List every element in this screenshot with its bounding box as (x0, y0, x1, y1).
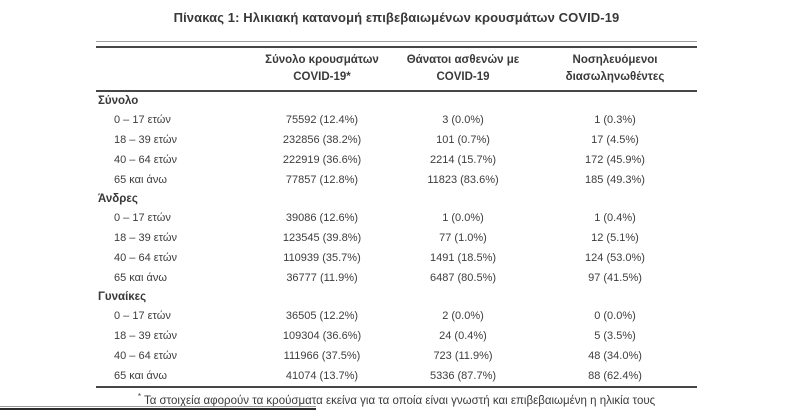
deaths-cell: 1491 (18.5%) (429, 252, 497, 264)
table-row: 18 – 39 ετών 109304 (36.6%) 24 (0.4%) 5 … (96, 326, 697, 346)
age-cell: 18 – 39 ετών (114, 134, 177, 146)
section-label-women: Γυναίκες (98, 291, 147, 303)
table-footnote: * Τα στοιχεία αφορούν τα κρούσματα εκείν… (96, 388, 697, 407)
table-row: 0 – 17 ετών 36505 (12.2%) 2 (0.0%) 0 (0.… (96, 306, 697, 326)
header-intubated-line1: Νοσηλευόμενοι (572, 54, 658, 66)
intubated-cell: 5 (3.5%) (594, 330, 636, 342)
intubated-cell: 185 (49.3%) (585, 174, 645, 186)
table-row: 65 και άνω 41074 (13.7%) 5336 (87.7%) 88… (96, 366, 697, 386)
cases-cell: 123545 (39.8%) (282, 232, 362, 244)
intubated-cell: 1 (0.4%) (594, 212, 636, 224)
cases-cell: 39086 (12.6%) (285, 212, 359, 224)
covid-age-distribution-table: Σύνολο κρουσμάτων COVID-19* Θάνατοι ασθε… (96, 41, 697, 407)
deaths-cell: 77 (1.0%) (439, 232, 487, 244)
table-top-double-rule (96, 41, 697, 48)
cases-cell: 222919 (36.6%) (282, 154, 362, 166)
header-deaths: Θάνατοι ασθενών με COVID-19 (393, 52, 533, 86)
intubated-cell: 12 (5.1%) (591, 232, 639, 244)
table-row: 0 – 17 ετών 39086 (12.6%) 1 (0.0%) 1 (0.… (96, 208, 697, 228)
deaths-cell: 3 (0.0%) (442, 114, 484, 126)
intubated-cell: 172 (45.9%) (585, 154, 645, 166)
cases-cell: 111966 (37.5%) (283, 350, 361, 362)
table-row: 0 – 17 ετών 75592 (12.4%) 3 (0.0%) 1 (0.… (96, 110, 697, 130)
cases-cell: 109304 (36.6%) (282, 330, 362, 342)
table-row: 65 και άνω 77857 (12.8%) 11823 (83.6%) 1… (96, 170, 697, 190)
cases-cell: 36505 (12.2%) (285, 310, 359, 322)
table-row: 18 – 39 ετών 232856 (38.2%) 101 (0.7%) 1… (96, 130, 697, 150)
deaths-cell: 101 (0.7%) (436, 134, 490, 146)
deaths-cell: 1 (0.0%) (442, 212, 484, 224)
age-cell: 65 και άνω (114, 272, 167, 284)
intubated-cell: 97 (41.5%) (588, 272, 642, 284)
age-cell: 0 – 17 ετών (114, 310, 171, 322)
deaths-cell: 2214 (15.7%) (429, 154, 497, 166)
table-row: 40 – 64 ετών 111966 (37.5%) 723 (11.9%) … (96, 346, 697, 366)
footnote-asterisk: * (137, 392, 141, 401)
cases-cell: 232856 (38.2%) (282, 134, 362, 146)
header-total-cases-line1: Σύνολο κρουσμάτων (265, 54, 379, 66)
deaths-cell: 11823 (83.6%) (427, 174, 499, 186)
table-title: Πίνακας 1: Ηλικιακή κατανομή επιβεβαιωμέ… (173, 10, 620, 25)
age-cell: 18 – 39 ετών (114, 330, 177, 342)
deaths-cell: 2 (0.0%) (442, 310, 484, 322)
age-cell: 18 – 39 ετών (114, 232, 177, 244)
age-cell: 40 – 64 ετών (114, 252, 177, 264)
age-cell: 0 – 17 ετών (114, 114, 171, 126)
header-total-cases-line2: COVID-19* (293, 71, 351, 83)
header-total-cases: Σύνολο κρουσμάτων COVID-19* (251, 52, 393, 86)
intubated-cell: 124 (53.0%) (585, 252, 645, 264)
header-deaths-line1: Θάνατοι ασθενών με (406, 54, 520, 66)
table-row: 40 – 64 ετών 222919 (36.6%) 2214 (15.7%)… (96, 150, 697, 170)
footnote-text: Τα στοιχεία αφορούν τα κρούσματα εκείνα … (143, 395, 656, 407)
deaths-cell: 24 (0.4%) (439, 330, 487, 342)
intubated-cell: 48 (34.0%) (588, 350, 642, 362)
header-empty-cell (96, 52, 251, 86)
cases-cell: 75592 (12.4%) (285, 114, 359, 126)
cases-cell: 36777 (11.9%) (286, 272, 358, 284)
page-footnote-separator-line (0, 406, 316, 410)
deaths-cell: 5336 (87.7%) (429, 370, 497, 382)
age-cell: 40 – 64 ετών (114, 350, 177, 362)
age-cell: 65 και άνω (114, 370, 167, 382)
cases-cell: 110939 (35.7%) (283, 252, 361, 264)
cases-cell: 41074 (13.7%) (285, 370, 359, 382)
table-body: Σύνολο 0 – 17 ετών 75592 (12.4%) 3 (0.0%… (96, 92, 697, 388)
intubated-cell: 88 (62.4%) (588, 370, 642, 382)
table-row: 18 – 39 ετών 123545 (39.8%) 77 (1.0%) 12… (96, 228, 697, 248)
deaths-cell: 723 (11.9%) (433, 350, 493, 362)
table-row: 40 – 64 ετών 110939 (35.7%) 1491 (18.5%)… (96, 248, 697, 268)
header-intubated: Νοσηλευόμενοι διασωληνωθέντες (533, 52, 697, 86)
table-header-row: Σύνολο κρουσμάτων COVID-19* Θάνατοι ασθε… (96, 48, 697, 92)
header-deaths-line2: COVID-19 (436, 71, 490, 83)
intubated-cell: 1 (0.3%) (594, 114, 636, 126)
age-cell: 65 και άνω (114, 174, 167, 186)
section-label-men: Άνδρες (98, 193, 138, 205)
age-cell: 0 – 17 ετών (114, 212, 171, 224)
intubated-cell: 17 (4.5%) (591, 134, 639, 146)
age-cell: 40 – 64 ετών (114, 154, 177, 166)
intubated-cell: 0 (0.0%) (594, 310, 636, 322)
deaths-cell: 6487 (80.5%) (429, 272, 497, 284)
header-intubated-line2: διασωληνωθέντες (565, 71, 665, 83)
section-label-total: Σύνολο (98, 95, 139, 107)
table-row: 65 και άνω 36777 (11.9%) 6487 (80.5%) 97… (96, 268, 697, 288)
cases-cell: 77857 (12.8%) (285, 174, 359, 186)
